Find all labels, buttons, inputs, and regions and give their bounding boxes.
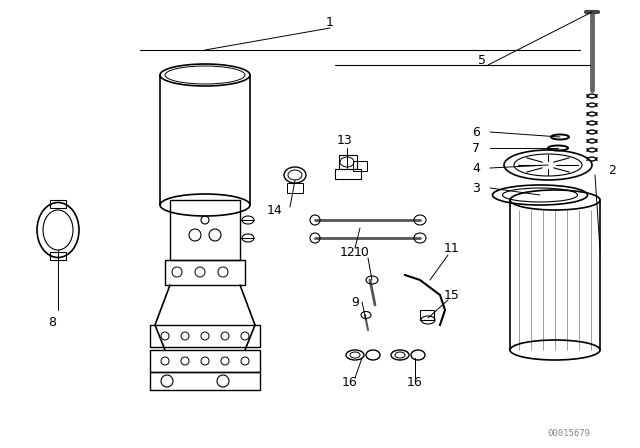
Bar bbox=[165, 260, 245, 285]
Bar bbox=[420, 310, 434, 320]
Text: 13: 13 bbox=[337, 134, 353, 146]
Bar bbox=[339, 155, 357, 169]
Text: 7: 7 bbox=[472, 142, 480, 155]
Text: 16: 16 bbox=[342, 375, 358, 388]
Bar bbox=[170, 200, 240, 260]
Text: 16: 16 bbox=[407, 375, 423, 388]
Bar bbox=[287, 183, 303, 193]
Bar bbox=[335, 169, 361, 179]
Text: 15: 15 bbox=[444, 289, 460, 302]
Text: 9: 9 bbox=[351, 296, 359, 309]
Bar bbox=[150, 325, 260, 347]
Text: 6: 6 bbox=[472, 125, 480, 138]
Text: 5: 5 bbox=[478, 53, 486, 66]
Bar bbox=[150, 372, 260, 390]
Text: 00015679: 00015679 bbox=[547, 429, 590, 438]
Text: 14: 14 bbox=[267, 203, 283, 216]
Text: 3: 3 bbox=[472, 181, 480, 194]
Bar bbox=[50, 252, 66, 260]
Text: 4: 4 bbox=[472, 161, 480, 175]
Text: 1: 1 bbox=[326, 16, 334, 29]
Bar bbox=[353, 161, 367, 171]
Bar bbox=[50, 200, 66, 208]
Text: 10: 10 bbox=[354, 246, 370, 258]
Text: 2: 2 bbox=[608, 164, 616, 177]
Text: 11: 11 bbox=[444, 241, 460, 254]
Bar bbox=[150, 350, 260, 372]
Text: 8: 8 bbox=[48, 315, 56, 328]
Text: 12: 12 bbox=[340, 246, 356, 258]
